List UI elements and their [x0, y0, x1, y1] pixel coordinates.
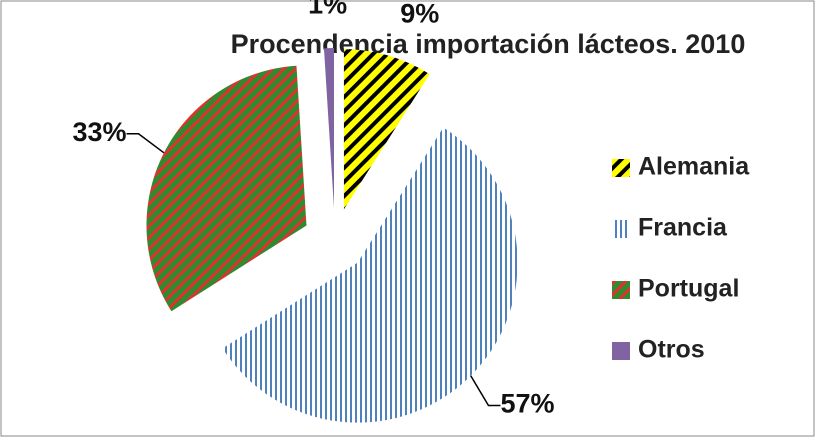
legend-swatch	[612, 159, 630, 177]
legend-label: Portugal	[638, 275, 739, 303]
legend-swatch	[612, 342, 630, 360]
data-label: 33%	[72, 117, 126, 147]
legend-label: Alemania	[638, 153, 750, 181]
pie-slice	[323, 48, 334, 209]
pie-slice	[343, 49, 430, 210]
leader-line	[470, 375, 501, 407]
data-label: 9%	[400, 0, 439, 28]
data-label: 57%	[500, 389, 554, 419]
leader-line	[126, 133, 165, 154]
legend-label: Francia	[638, 214, 728, 242]
data-label: 1%	[308, 0, 347, 19]
pie-slice	[146, 65, 307, 312]
legend-swatch	[612, 220, 630, 238]
pie-slice	[222, 127, 518, 423]
legend-swatch	[612, 281, 630, 299]
chart-title: Procendencia importación lácteos. 2010	[231, 29, 746, 59]
legend-label: Otros	[638, 336, 705, 364]
